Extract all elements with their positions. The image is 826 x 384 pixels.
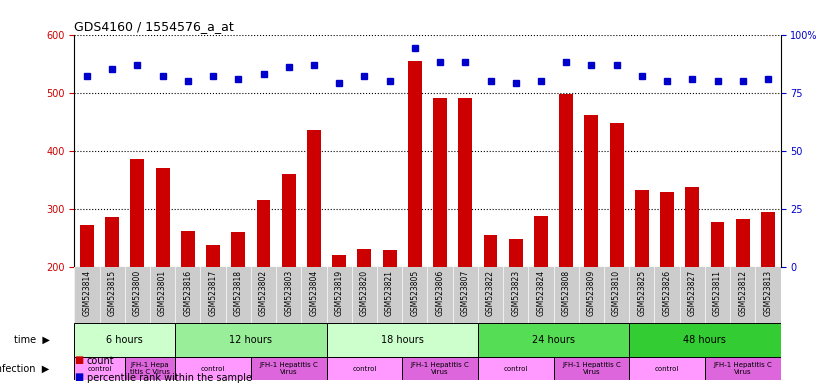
Bar — [478, 357, 553, 380]
Bar — [382, 250, 396, 266]
Text: GSM523820: GSM523820 — [360, 270, 369, 316]
Bar — [231, 232, 245, 266]
Bar — [686, 187, 700, 266]
Bar — [282, 174, 296, 266]
Bar — [326, 357, 402, 380]
Text: GSM523810: GSM523810 — [612, 270, 621, 316]
Text: GSM523812: GSM523812 — [738, 270, 748, 316]
Bar — [74, 323, 175, 357]
Bar — [257, 200, 270, 266]
Text: GSM523827: GSM523827 — [688, 270, 697, 316]
Text: GSM523809: GSM523809 — [587, 270, 596, 316]
Bar — [478, 323, 629, 357]
Bar — [553, 357, 629, 380]
Bar — [635, 190, 648, 266]
Bar — [705, 357, 781, 380]
Text: control: control — [201, 366, 225, 372]
Text: 12 hours: 12 hours — [230, 335, 273, 345]
Text: 48 hours: 48 hours — [683, 335, 726, 345]
Bar — [710, 222, 724, 266]
Bar — [736, 219, 750, 266]
Text: JFH-1 Hepatitis C
Virus: JFH-1 Hepatitis C Virus — [411, 362, 469, 375]
Text: GSM523806: GSM523806 — [435, 270, 444, 316]
Text: control: control — [504, 366, 528, 372]
Text: GSM523808: GSM523808 — [562, 270, 571, 316]
Text: GSM523807: GSM523807 — [461, 270, 470, 316]
Bar — [534, 216, 548, 266]
Text: GSM523814: GSM523814 — [83, 270, 92, 316]
Text: ■: ■ — [74, 355, 83, 365]
Bar — [181, 231, 195, 266]
Text: GSM523803: GSM523803 — [284, 270, 293, 316]
Bar — [358, 249, 372, 266]
Text: GSM523823: GSM523823 — [511, 270, 520, 316]
Bar — [155, 168, 169, 266]
Text: GSM523805: GSM523805 — [411, 270, 420, 316]
Text: GDS4160 / 1554576_a_at: GDS4160 / 1554576_a_at — [74, 20, 234, 33]
Bar — [74, 357, 125, 380]
Text: GSM523825: GSM523825 — [638, 270, 647, 316]
Bar — [332, 255, 346, 266]
Bar — [131, 159, 145, 266]
Text: infection  ▶: infection ▶ — [0, 364, 50, 374]
Text: time  ▶: time ▶ — [14, 335, 50, 345]
Bar — [585, 115, 598, 266]
Text: control: control — [88, 366, 112, 372]
Text: GSM523826: GSM523826 — [662, 270, 672, 316]
Text: control: control — [655, 366, 679, 372]
Text: ■: ■ — [74, 372, 83, 382]
Text: GSM523804: GSM523804 — [310, 270, 319, 316]
Bar — [761, 212, 775, 266]
Bar — [433, 98, 447, 266]
Bar — [80, 225, 94, 266]
Text: GSM523824: GSM523824 — [536, 270, 545, 316]
Bar — [509, 239, 523, 266]
Bar — [402, 357, 478, 380]
Text: GSM523821: GSM523821 — [385, 270, 394, 316]
Bar — [326, 323, 478, 357]
Text: JFH-1 Hepatitis C
Virus: JFH-1 Hepatitis C Virus — [259, 362, 318, 375]
Bar — [483, 235, 497, 266]
Bar — [125, 357, 175, 380]
Text: GSM523802: GSM523802 — [259, 270, 268, 316]
Bar — [559, 94, 573, 266]
Text: GSM523816: GSM523816 — [183, 270, 192, 316]
Bar — [175, 357, 251, 380]
Text: GSM523815: GSM523815 — [107, 270, 116, 316]
Text: GSM523800: GSM523800 — [133, 270, 142, 316]
Text: GSM523818: GSM523818 — [234, 270, 243, 316]
Bar — [175, 323, 326, 357]
Text: 6 hours: 6 hours — [107, 335, 143, 345]
Text: 18 hours: 18 hours — [381, 335, 424, 345]
Bar — [251, 357, 326, 380]
Text: control: control — [352, 366, 377, 372]
Text: GSM523813: GSM523813 — [763, 270, 772, 316]
Bar — [206, 245, 220, 266]
Bar — [629, 357, 705, 380]
Text: GSM523801: GSM523801 — [158, 270, 167, 316]
Text: count: count — [87, 356, 114, 366]
Text: JFH-1 Hepatitis C
Virus: JFH-1 Hepatitis C Virus — [562, 362, 621, 375]
Text: JFH-1 Hepatitis C
Virus: JFH-1 Hepatitis C Virus — [714, 362, 772, 375]
Bar — [660, 192, 674, 266]
Bar — [105, 217, 119, 266]
Text: GSM523817: GSM523817 — [208, 270, 217, 316]
Bar — [307, 130, 320, 266]
Text: JFH-1 Hepa
titis C Virus: JFH-1 Hepa titis C Virus — [130, 362, 170, 375]
Bar — [610, 123, 624, 266]
Text: percentile rank within the sample: percentile rank within the sample — [87, 373, 252, 383]
Bar — [458, 98, 472, 266]
Text: GSM523822: GSM523822 — [486, 270, 495, 316]
Text: GSM523811: GSM523811 — [713, 270, 722, 316]
Text: 24 hours: 24 hours — [532, 335, 575, 345]
Bar — [408, 61, 422, 266]
Bar — [629, 323, 781, 357]
Text: GSM523819: GSM523819 — [335, 270, 344, 316]
